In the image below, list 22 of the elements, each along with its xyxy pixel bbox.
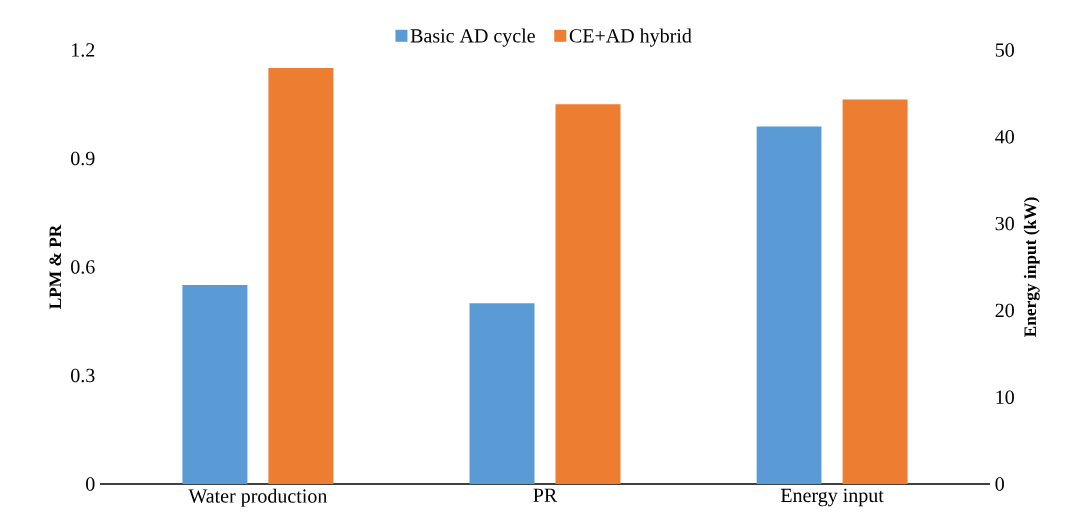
y-tick-label: 0.6 xyxy=(71,260,95,274)
y-tick-label: 0.9 xyxy=(71,151,95,166)
legend-label: Basic AD cycle xyxy=(410,28,535,47)
legend-label: CE+AD hybrid xyxy=(569,28,692,47)
bar xyxy=(555,104,621,484)
y2-tick-label: 0 xyxy=(995,477,1004,491)
y2-axis-title: Energy input (kW) xyxy=(1023,197,1040,338)
y-tick-label: 0.3 xyxy=(71,368,95,383)
bar xyxy=(268,68,334,484)
x-tick-label: Energy input xyxy=(780,488,884,507)
x-tick-label: Water production xyxy=(188,488,328,507)
y-tick-label: 0 xyxy=(86,477,95,491)
y2-tick-label: 50 xyxy=(995,43,1014,57)
y-axis-title: LPM & PR xyxy=(49,224,62,310)
bar xyxy=(182,285,248,484)
y-tick-label: 1.2 xyxy=(72,43,95,57)
y2-tick-label: 20 xyxy=(995,303,1014,318)
x-tick-label: PR xyxy=(533,488,558,502)
bar xyxy=(469,303,535,484)
y2-tick-label: 10 xyxy=(996,390,1014,404)
y2-tick-label: 40 xyxy=(995,130,1014,144)
y2-tick-label: 30 xyxy=(995,216,1014,231)
